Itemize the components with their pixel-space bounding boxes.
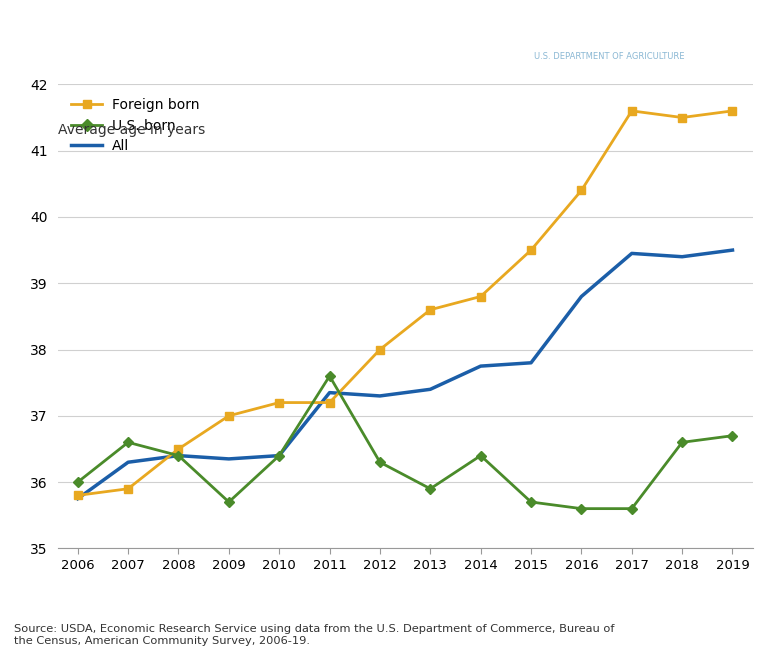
U.S. born (174, 452, 183, 459)
Foreign born (526, 246, 535, 254)
Line: U.S. born: U.S. born (74, 373, 737, 513)
All (224, 455, 233, 463)
Foreign born (425, 306, 435, 313)
U.S. born (425, 485, 435, 493)
Text: by place of birth, 2006-19: by place of birth, 2006-19 (14, 54, 268, 72)
U.S. born (275, 452, 284, 459)
Foreign born (224, 412, 233, 420)
U.S. born (728, 432, 737, 439)
All (73, 495, 82, 502)
All (577, 293, 586, 300)
Line: Foreign born: Foreign born (74, 107, 737, 499)
Foreign born (376, 346, 385, 354)
Foreign born (275, 398, 284, 406)
Foreign born (174, 445, 183, 453)
All (627, 249, 637, 257)
U.S. born (224, 498, 233, 506)
All (174, 452, 183, 459)
U.S. born (376, 458, 385, 466)
U.S. born (325, 372, 334, 380)
All (325, 389, 334, 397)
U.S. born (577, 505, 586, 513)
Foreign born (124, 485, 133, 493)
Text: U.S. DEPARTMENT OF AGRICULTURE: U.S. DEPARTMENT OF AGRICULTURE (534, 53, 684, 62)
All (677, 253, 687, 261)
Text: Source: USDA, Economic Research Service using data from the U.S. Department of C: Source: USDA, Economic Research Service … (14, 624, 614, 646)
Foreign born (73, 491, 82, 499)
U.S. born (476, 452, 485, 459)
Line: All: All (78, 250, 733, 498)
All (476, 362, 485, 370)
Legend: Foreign born, U.S. born, All: Foreign born, U.S. born, All (71, 98, 199, 153)
All (376, 392, 385, 400)
Text: Average age of hired U.S. farmworkers: Average age of hired U.S. farmworkers (14, 19, 396, 37)
U.S. born (124, 439, 133, 447)
Text: Average age in years: Average age in years (58, 123, 205, 138)
Foreign born (677, 114, 687, 121)
Foreign born (577, 186, 586, 194)
All (526, 359, 535, 367)
U.S. born (677, 439, 687, 447)
Foreign born (476, 293, 485, 300)
Foreign born (728, 107, 737, 115)
All (425, 386, 435, 393)
All (728, 246, 737, 254)
Foreign born (325, 398, 334, 406)
All (275, 452, 284, 459)
Text: USDA: USDA (488, 16, 540, 34)
U.S. born (526, 498, 535, 506)
U.S. born (627, 505, 637, 513)
Foreign born (627, 107, 637, 115)
All (124, 458, 133, 466)
U.S. born (73, 478, 82, 486)
Text: Economic Research Service: Economic Research Service (534, 19, 687, 30)
